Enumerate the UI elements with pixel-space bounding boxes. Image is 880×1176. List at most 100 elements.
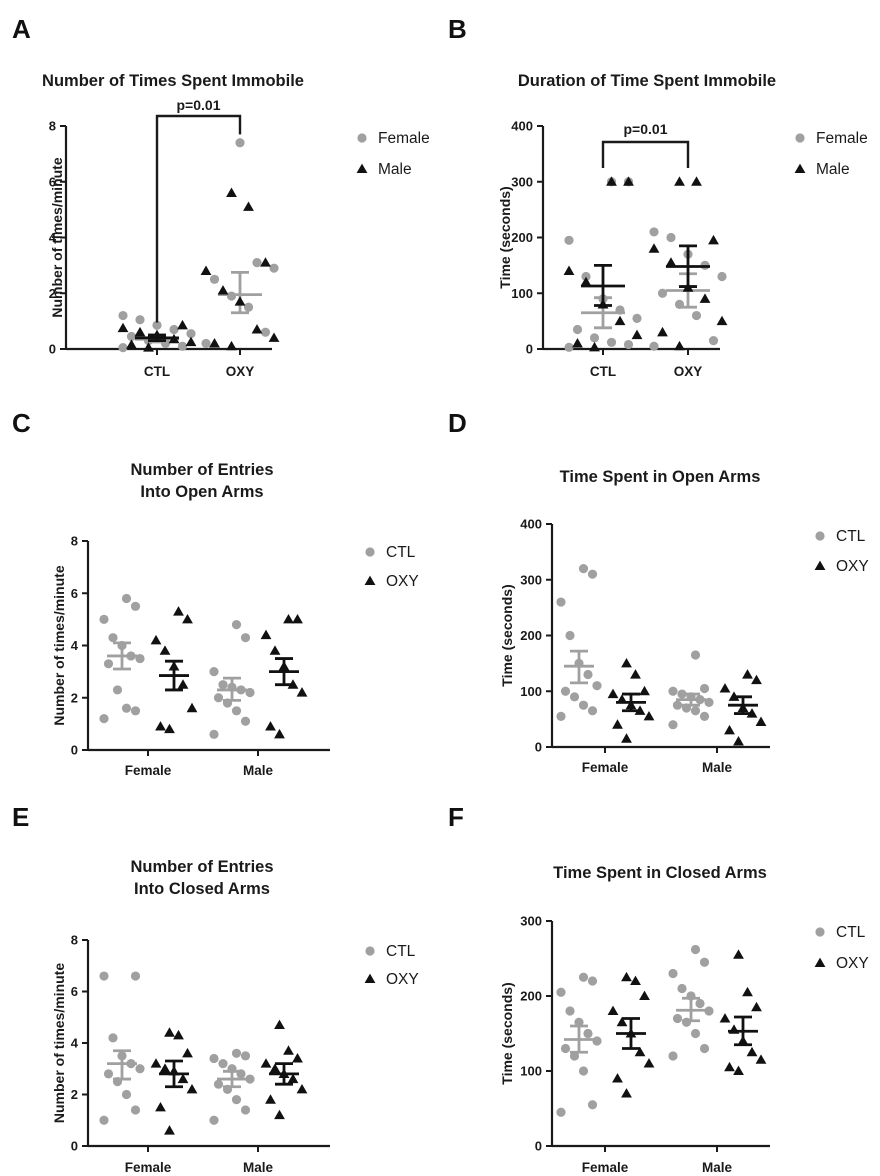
panel-f-point bbox=[634, 1046, 646, 1057]
panel-f-point bbox=[719, 1013, 731, 1023]
panel-d-y-tick-label: 0 bbox=[535, 740, 542, 755]
panel-b-point bbox=[563, 265, 575, 275]
panel-c-point bbox=[240, 633, 251, 643]
panel-c-point bbox=[186, 702, 198, 713]
panel-d-point bbox=[699, 683, 710, 694]
panel-f-x-label-male: Male bbox=[702, 1160, 733, 1175]
panel-b-point bbox=[708, 234, 719, 245]
panel-f-point bbox=[616, 1016, 628, 1027]
panel-c-title-line: Number of Entries bbox=[130, 461, 273, 479]
panel-d-point bbox=[719, 683, 731, 693]
panel-c-point bbox=[240, 716, 251, 726]
panel-f-point bbox=[668, 968, 678, 979]
panel-d-point bbox=[724, 724, 735, 735]
panel-f-point bbox=[569, 1051, 580, 1061]
panel-a-legend-female: Female bbox=[378, 130, 430, 147]
panel-f-y-tick-label: 200 bbox=[520, 989, 542, 1004]
panel-e-x-label-female: Female bbox=[125, 1160, 172, 1175]
panel-d-point bbox=[556, 711, 566, 721]
panel-c-point bbox=[103, 659, 114, 669]
panel-f-point bbox=[742, 986, 753, 997]
panel-c-point bbox=[260, 629, 272, 640]
panel-e-point bbox=[274, 1019, 285, 1030]
panel-a-x-label-ctl: CTL bbox=[144, 364, 170, 379]
panel-c-letter: C bbox=[12, 408, 31, 438]
panel-b-point bbox=[699, 293, 711, 303]
panel-a-point bbox=[243, 302, 254, 312]
panel-a-point bbox=[134, 326, 146, 337]
panel-c-point bbox=[218, 680, 228, 690]
panel-a-y-tick-label: 8 bbox=[49, 119, 56, 134]
panel-d-point bbox=[556, 597, 566, 607]
panel-f-letter: F bbox=[448, 802, 464, 832]
panel-b-point bbox=[657, 326, 668, 337]
panel-c-point bbox=[265, 721, 276, 731]
panel-f-point bbox=[733, 949, 744, 959]
panel-c-point bbox=[164, 723, 175, 734]
panel-e-y-tick-label: 0 bbox=[71, 1139, 78, 1154]
panel-c-point bbox=[283, 613, 294, 624]
panel-e-point bbox=[186, 1083, 198, 1094]
panel-b-point bbox=[572, 338, 583, 348]
panel-d-point bbox=[690, 706, 701, 716]
panel-e-point bbox=[240, 1105, 251, 1115]
panel-a-point bbox=[143, 342, 154, 352]
panel-d-point bbox=[699, 711, 710, 721]
panel-b-point bbox=[589, 341, 600, 352]
panel-a-point bbox=[235, 138, 245, 148]
panel-e-point bbox=[218, 1059, 228, 1069]
panel-a-significance-bracket bbox=[155, 114, 242, 323]
panel-a-point bbox=[117, 322, 129, 333]
panel-a-point bbox=[252, 257, 262, 268]
panel-a-point bbox=[126, 331, 137, 342]
panel-c-y-tick-label: 8 bbox=[71, 534, 78, 549]
panel-c-point bbox=[108, 633, 118, 643]
panel-c-point bbox=[159, 645, 171, 655]
panel-d-point bbox=[560, 686, 571, 696]
panel-f-point bbox=[699, 1043, 710, 1054]
panel-b-series-male bbox=[563, 176, 728, 352]
panel-c-point bbox=[121, 703, 132, 713]
panel-e-point bbox=[182, 1047, 193, 1058]
panel-d-point bbox=[690, 650, 701, 660]
panel-c-point bbox=[99, 714, 109, 724]
panel-d-point bbox=[569, 692, 580, 702]
panel-b-y-tick-label: 0 bbox=[526, 342, 533, 357]
panel-c-y-tick-label: 0 bbox=[71, 743, 78, 758]
panel-e-y-tick-label: 6 bbox=[71, 984, 78, 999]
panel-b-point bbox=[572, 324, 583, 335]
panel-f-y-tick-label: 300 bbox=[520, 914, 542, 929]
panel-f-series-oxy bbox=[607, 949, 767, 1098]
panel-a-p-value: p=0.01 bbox=[177, 97, 221, 113]
panel-f-point bbox=[556, 987, 566, 997]
panel-c-point bbox=[269, 645, 281, 655]
panel-b: B Duration of Time Spent Immobile 0 100 200 3… bbox=[448, 14, 868, 379]
panel-d-point bbox=[668, 720, 678, 730]
panel-a: A Number of Times Spent Immobile 0 2 4 6 8 CTL O… bbox=[12, 14, 430, 379]
panel-f-point bbox=[668, 1051, 678, 1061]
panel-d-point bbox=[587, 706, 598, 716]
panel-b-letter: B bbox=[448, 14, 467, 44]
panel-f-series-ctl bbox=[556, 944, 714, 1117]
panel-e-point bbox=[209, 1115, 219, 1125]
panel-a-point bbox=[185, 336, 197, 347]
panel-f-title-line: Time Spent in Closed Arms bbox=[553, 864, 767, 882]
panel-a-point bbox=[251, 324, 263, 334]
panel-c-point bbox=[292, 613, 303, 624]
panel-e-point bbox=[209, 1053, 219, 1064]
panel-e-point bbox=[269, 1063, 281, 1073]
panel-d-point bbox=[621, 733, 632, 743]
panel-b-point bbox=[581, 271, 591, 282]
panel-d-legend-oxy: OXY bbox=[836, 558, 869, 575]
panel-a-series-male bbox=[117, 187, 280, 352]
panel-c-y-tick-label: 4 bbox=[71, 638, 79, 653]
panel-f-point bbox=[621, 1088, 632, 1098]
panel-d-point bbox=[587, 569, 598, 579]
panel-e-point bbox=[283, 1045, 294, 1055]
panel-a-legend-marker-female bbox=[357, 133, 367, 143]
panel-a-point bbox=[152, 320, 162, 330]
panel-e-legend-ctl: CTL bbox=[386, 943, 416, 960]
panel-c-point bbox=[296, 687, 308, 697]
panel-a-point bbox=[177, 319, 188, 330]
panel-a-point bbox=[201, 338, 211, 349]
